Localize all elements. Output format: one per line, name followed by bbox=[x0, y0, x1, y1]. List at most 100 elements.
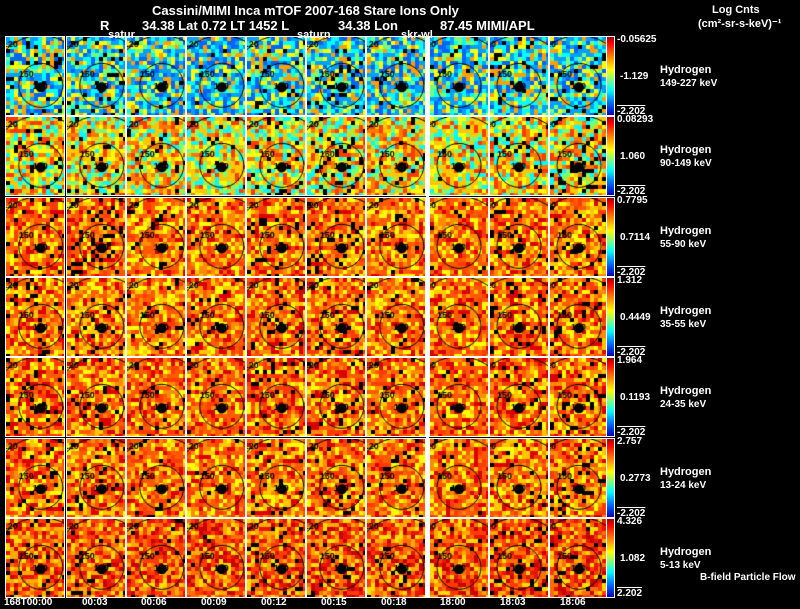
subtitle-mission: 87.45 MIMI/APL bbox=[440, 18, 535, 33]
heatmap-panel bbox=[66, 197, 126, 277]
heatmap-cells bbox=[6, 439, 64, 517]
heatmap-panel bbox=[366, 116, 426, 196]
heatmap-cells bbox=[6, 519, 64, 597]
heatmap-cells bbox=[367, 358, 425, 436]
row-energy: 35-55 keV bbox=[660, 319, 707, 330]
heatmap-cells bbox=[67, 37, 125, 115]
colorbar-min: -2.202 bbox=[617, 508, 646, 519]
row-species: Hydrogen bbox=[660, 64, 712, 76]
heatmap-panel bbox=[306, 116, 366, 196]
heatmap-cells bbox=[187, 37, 245, 115]
colorbar-max: 4.326 bbox=[617, 516, 643, 527]
heatmap-cells bbox=[550, 439, 608, 517]
heatmap-panel bbox=[246, 438, 306, 518]
heatmap-panel bbox=[549, 36, 609, 116]
heatmap-cells bbox=[367, 519, 425, 597]
heatmap-cells bbox=[550, 37, 608, 115]
row-species: Hydrogen bbox=[660, 546, 712, 558]
heatmap-cells bbox=[247, 519, 305, 597]
heatmap-cells bbox=[550, 519, 608, 597]
heatmap-cells bbox=[430, 358, 488, 436]
colorbar-max: 0.08293 bbox=[617, 114, 654, 125]
heatmap-cells bbox=[307, 117, 365, 195]
heatmap-cells bbox=[127, 37, 185, 115]
heatmap-panel bbox=[5, 438, 65, 518]
heatmap-cells bbox=[367, 37, 425, 115]
colorbar-min: -2.202 bbox=[617, 106, 646, 117]
row-species: Hydrogen bbox=[660, 144, 712, 156]
units-label: (cm²-sr-s-keV)⁻¹ bbox=[698, 18, 782, 30]
colorbar-mid: 0.2773 bbox=[620, 473, 651, 484]
heatmap-panel bbox=[186, 197, 246, 277]
colorbar-mid: 0.7114 bbox=[620, 232, 651, 243]
heatmap-panel bbox=[549, 357, 609, 437]
heatmap-panel bbox=[549, 518, 609, 598]
heatmap-cells bbox=[6, 37, 64, 115]
heatmap-cells bbox=[367, 439, 425, 517]
heatmap-panel bbox=[5, 36, 65, 116]
heatmap-cells bbox=[430, 117, 488, 195]
heatmap-panel bbox=[306, 277, 366, 357]
heatmap-cells bbox=[187, 278, 245, 356]
time-tick-label: 00:09 bbox=[201, 597, 227, 608]
heatmap-panel bbox=[66, 357, 126, 437]
heatmap-panel bbox=[186, 277, 246, 357]
colorbar-max: -0.05625 bbox=[617, 34, 657, 45]
heatmap-panel bbox=[126, 116, 186, 196]
heatmap-panel bbox=[5, 518, 65, 598]
heatmap-panel bbox=[126, 438, 186, 518]
heatmap-panel bbox=[126, 197, 186, 277]
heatmap-cells bbox=[6, 358, 64, 436]
heatmap-cells bbox=[187, 358, 245, 436]
heatmap-panel bbox=[186, 116, 246, 196]
colorbar-mid: 1.060 bbox=[620, 151, 646, 162]
row-energy: 24-35 keV bbox=[660, 399, 707, 410]
heatmap-panel bbox=[246, 518, 306, 598]
row-energy: 90-149 keV bbox=[660, 158, 712, 169]
colorbar-min: -2.202 bbox=[617, 186, 646, 197]
heatmap-cells bbox=[187, 117, 245, 195]
heatmap-panel bbox=[366, 197, 426, 277]
heatmap-cells bbox=[67, 117, 125, 195]
colorbar bbox=[606, 197, 615, 277]
heatmap-cells bbox=[307, 358, 365, 436]
heatmap-cells bbox=[430, 37, 488, 115]
heatmap-panel bbox=[186, 518, 246, 598]
heatmap-panel bbox=[489, 116, 549, 196]
colorbar-mid: 0.1193 bbox=[620, 392, 651, 403]
subtitle-ephemeris: 34.38 Lat 0.72 LT 1452 L bbox=[142, 18, 290, 33]
heatmap-panel bbox=[489, 277, 549, 357]
heatmap-panel bbox=[549, 116, 609, 196]
heatmap-cells bbox=[127, 358, 185, 436]
heatmap-panel bbox=[366, 357, 426, 437]
marker-skr-wl: skr-wl bbox=[401, 29, 433, 41]
heatmap-panel bbox=[549, 438, 609, 518]
heatmap-panel bbox=[429, 357, 489, 437]
heatmap-panel bbox=[66, 116, 126, 196]
plot-title: Cassini/MIMI Inca mTOF 2007-168 Stare Io… bbox=[152, 3, 459, 18]
row-energy: 13-24 keV bbox=[660, 480, 707, 491]
heatmap-cells bbox=[367, 278, 425, 356]
colorbar-max: 0.7795 bbox=[617, 195, 648, 206]
heatmap-cells bbox=[550, 278, 608, 356]
heatmap-cells bbox=[430, 519, 488, 597]
heatmap-panel bbox=[489, 518, 549, 598]
heatmap-panel bbox=[489, 357, 549, 437]
colorbar bbox=[606, 36, 615, 116]
heatmap-cells bbox=[247, 358, 305, 436]
row-species: Hydrogen bbox=[660, 466, 712, 478]
row-energy: 149-227 keV bbox=[660, 78, 718, 89]
row-species: Hydrogen bbox=[660, 305, 712, 317]
heatmap-cells bbox=[367, 198, 425, 276]
heatmap-panel bbox=[126, 357, 186, 437]
heatmap-cells bbox=[127, 439, 185, 517]
heatmap-cells bbox=[127, 278, 185, 356]
heatmap-cells bbox=[67, 198, 125, 276]
heatmap-cells bbox=[127, 198, 185, 276]
heatmap-panel bbox=[429, 438, 489, 518]
heatmap-panel bbox=[126, 518, 186, 598]
heatmap-cells bbox=[6, 117, 64, 195]
heatmap-panel bbox=[246, 277, 306, 357]
heatmap-cells bbox=[307, 519, 365, 597]
heatmap-panel bbox=[489, 438, 549, 518]
